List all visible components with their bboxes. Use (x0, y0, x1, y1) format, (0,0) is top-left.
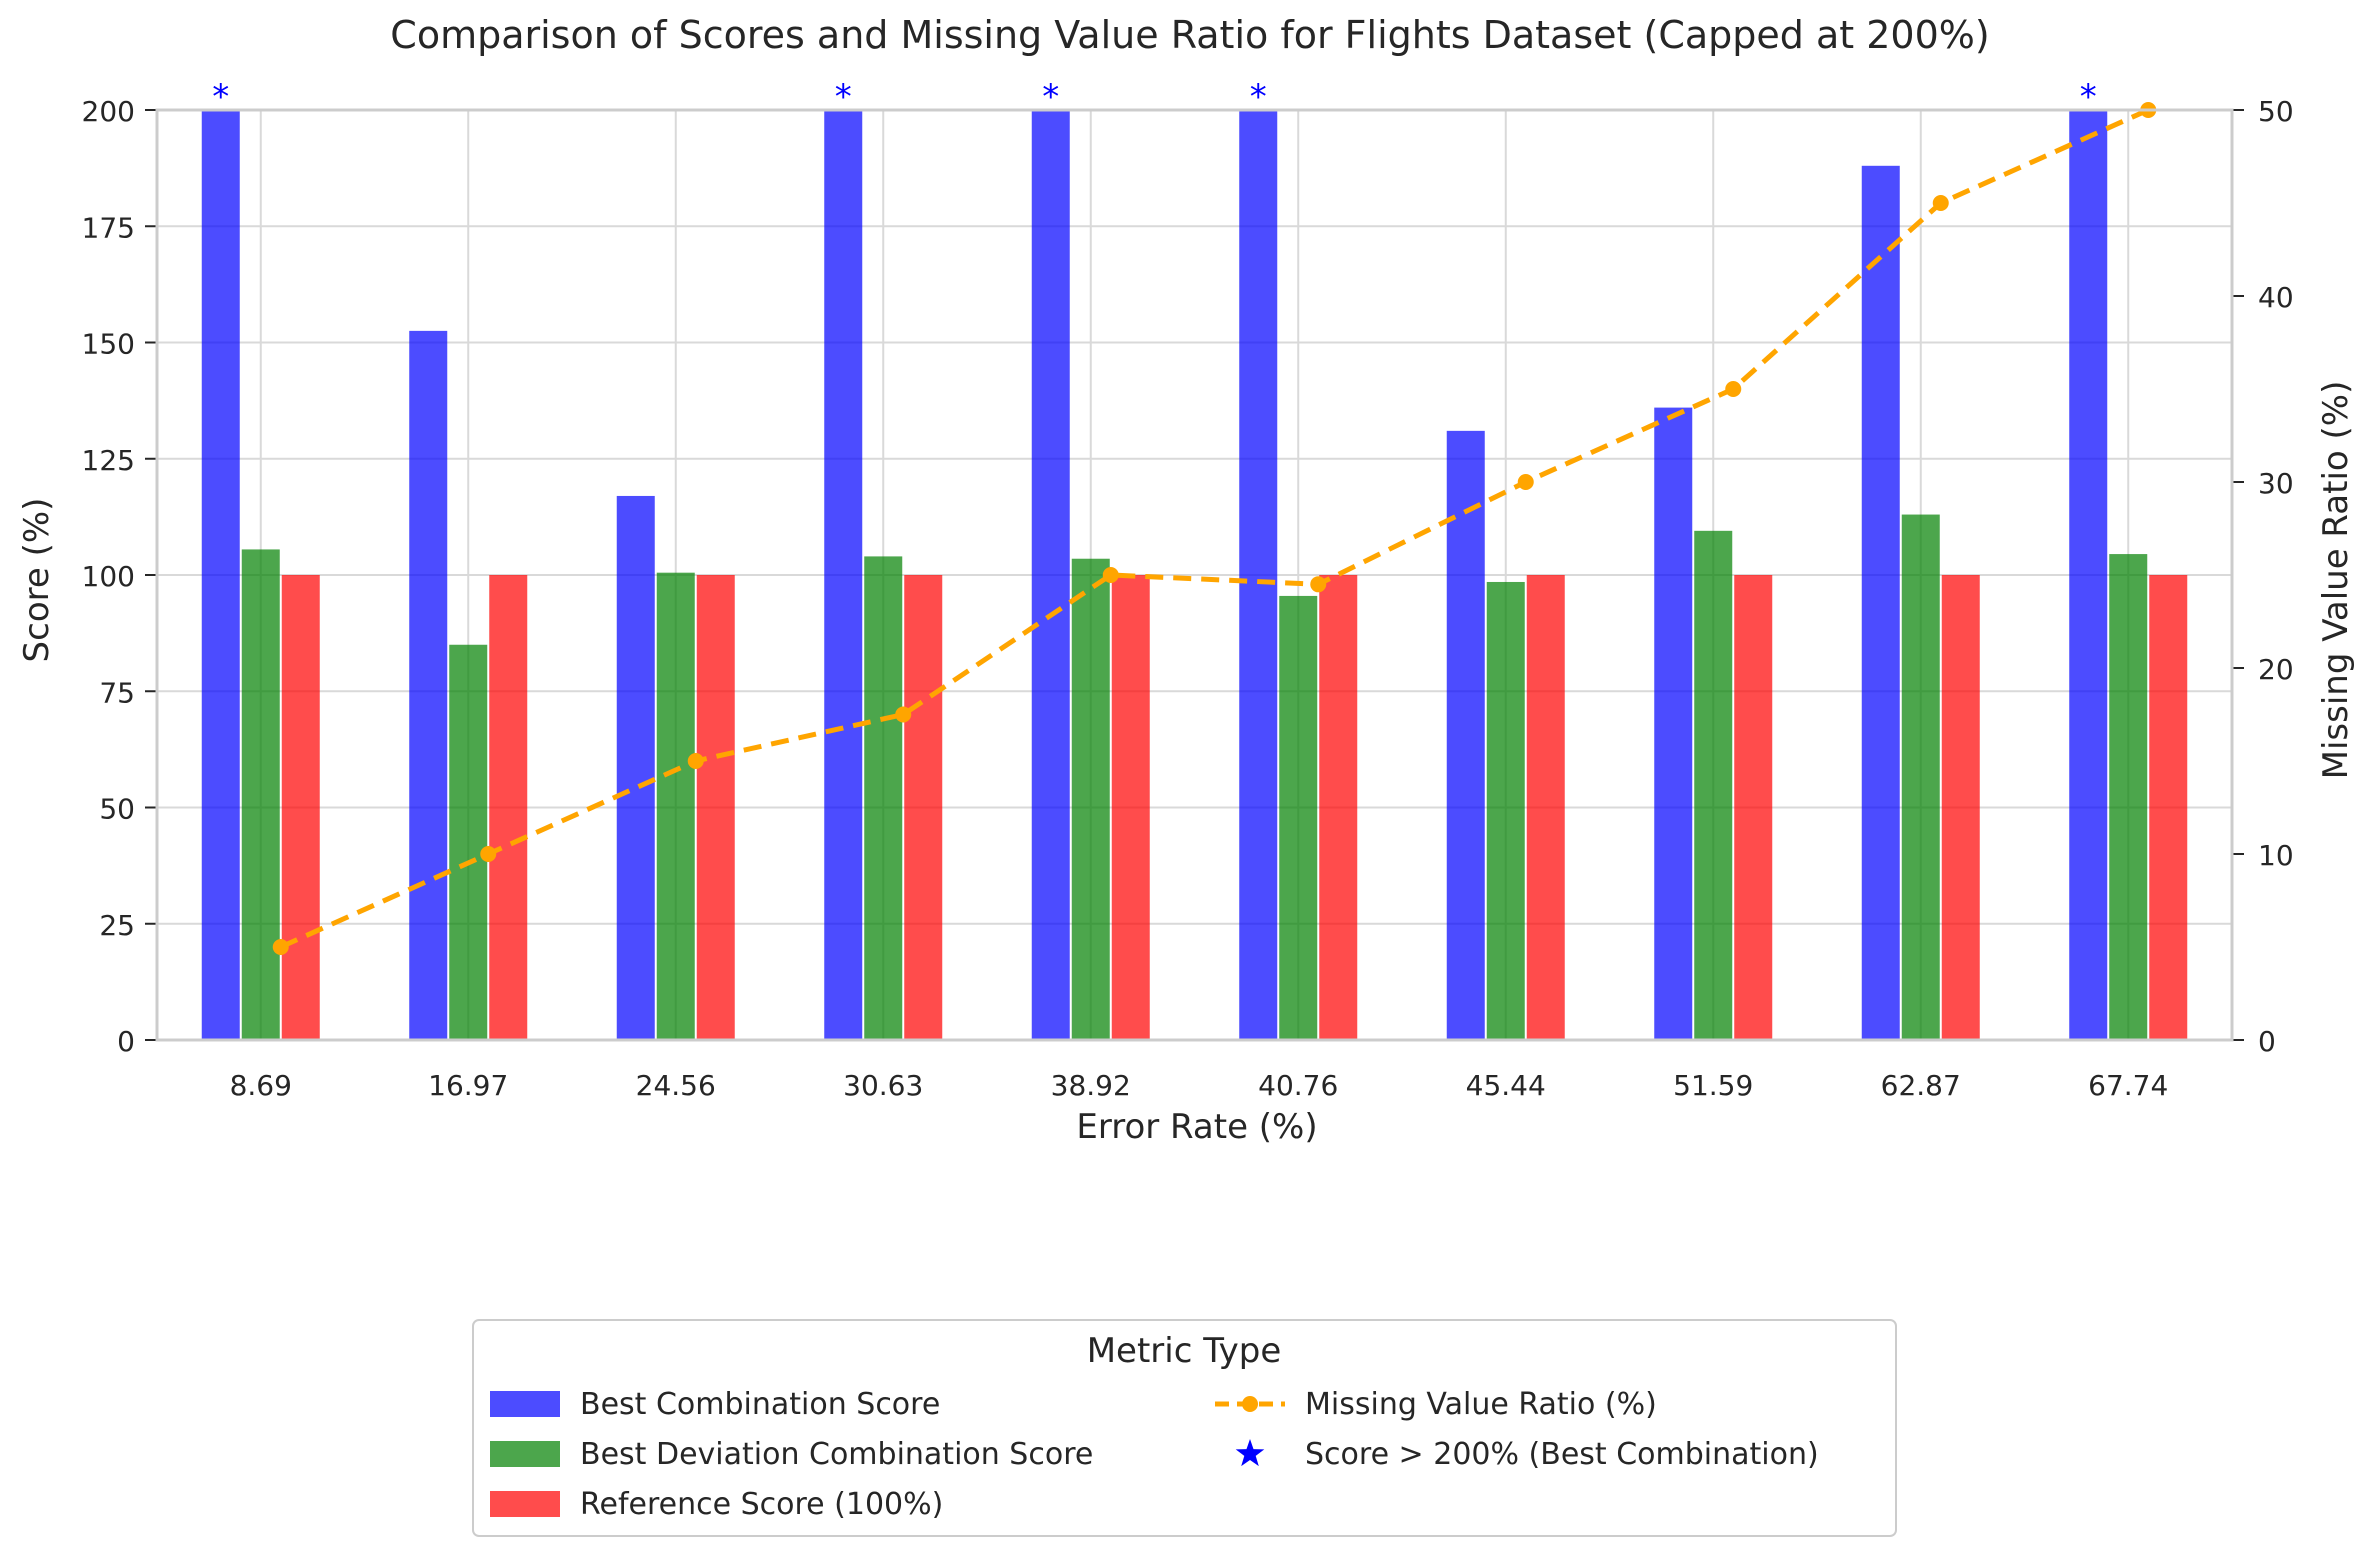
bar-best-deviation-combination-score (1071, 558, 1110, 1040)
missing-ratio-point (1932, 195, 1949, 211)
y2-tick-label: 30 (2258, 467, 2294, 500)
missing-ratio-point (480, 846, 497, 862)
y-tick-label: 100 (82, 560, 135, 593)
score-cap-star: * (1042, 77, 1059, 117)
x-axis-label: Error Rate (%) (1076, 1107, 1317, 1147)
bar-best-deviation-combination-score (1486, 581, 1525, 1040)
y-axis-label: Score (%) (17, 498, 57, 663)
bar-best-combination-score (824, 110, 863, 1040)
bar-best-combination-score (2069, 110, 2108, 1040)
bar-reference-score-100 (281, 575, 320, 1040)
legend-swatch (490, 1391, 560, 1417)
legend-label: Reference Score (100%) (580, 1487, 943, 1522)
chart-title: Comparison of Scores and Missing Value R… (390, 13, 1989, 57)
bar-best-deviation-combination-score (2109, 554, 2148, 1040)
y-tick-label: 200 (82, 95, 135, 128)
missing-ratio-line (279, 107, 2150, 950)
y2-tick-label: 10 (2258, 839, 2294, 872)
score-cap-star: * (835, 77, 852, 117)
y-tick-label: 0 (117, 1025, 135, 1058)
legend-swatch (490, 1441, 560, 1467)
bar-reference-score-100 (1111, 575, 1150, 1040)
y2-tick-label: 20 (2258, 653, 2294, 686)
bar-best-deviation-combination-score (241, 549, 280, 1040)
bar-best-combination-score (409, 330, 448, 1040)
bar-best-combination-score (616, 495, 655, 1040)
missing-ratio-point (272, 939, 289, 955)
bar-reference-score-100 (696, 575, 735, 1040)
y-tick-label: 150 (82, 328, 135, 361)
bar-best-deviation-combination-score (1279, 595, 1318, 1040)
bar-best-combination-score (1861, 165, 1900, 1041)
missing-ratio-point (1102, 567, 1119, 583)
bars-layer (201, 110, 2188, 1041)
missing-ratio-point (1517, 474, 1534, 490)
x-tick-label: 45.44 (1466, 1069, 1546, 1102)
x-tick-label: 40.76 (1258, 1069, 1338, 1102)
bar-best-combination-score (1239, 110, 1278, 1040)
bar-reference-score-100 (1941, 575, 1980, 1040)
score-cap-star: * (212, 77, 229, 117)
bar-reference-score-100 (1319, 575, 1358, 1040)
y2-tick-label: 50 (2258, 95, 2294, 128)
legend-frame (472, 1319, 1897, 1537)
star-markers-layer: * * * * * (212, 77, 2097, 117)
bar-reference-score-100 (489, 575, 528, 1040)
bar-reference-score-100 (2149, 575, 2188, 1040)
axes-layer (145, 108, 2244, 1042)
y2-tick-label: 0 (2258, 1025, 2276, 1058)
x-tick-label: 30.63 (843, 1069, 923, 1102)
bar-best-deviation-combination-score (864, 556, 903, 1040)
legend-star-swatch (1235, 1439, 1265, 1467)
x-tick-label: 67.74 (2088, 1069, 2168, 1102)
y2-axis-label: Missing Value Ratio (%) (2316, 381, 2356, 780)
missing-ratio-point (687, 753, 704, 769)
x-tick-label: 62.87 (1881, 1069, 1961, 1102)
y2-tick-label: 40 (2258, 281, 2294, 314)
legend-label: Best Combination Score (580, 1387, 940, 1422)
legend-line-marker (1242, 1396, 1258, 1412)
tick-labels-layer: 0 25 50 75 100 125 150 175 200 0 10 20 30 40 50 8.69 16.… (82, 95, 2294, 1102)
missing-ratio-point (895, 706, 912, 723)
missing-ratio-point (1725, 381, 1742, 397)
legend-label: Missing Value Ratio (%) (1305, 1387, 1657, 1422)
y-tick-label: 125 (82, 444, 135, 477)
x-tick-label: 38.92 (1051, 1069, 1131, 1102)
legend-label: Score > 200% (Best Combination) (1305, 1437, 1819, 1472)
legend-swatch (490, 1491, 560, 1517)
missing-ratio-line-layer (272, 102, 2157, 955)
bar-best-combination-score (201, 110, 240, 1040)
bar-best-combination-score (1654, 407, 1693, 1041)
bar-reference-score-100 (904, 575, 943, 1040)
bar-best-deviation-combination-score (1694, 530, 1733, 1040)
score-cap-star: * (1250, 77, 1267, 117)
plot-frame (155, 108, 2234, 1042)
x-tick-label: 24.56 (636, 1069, 716, 1102)
legend: Metric Type Best Combination Score Best D… (472, 1319, 1897, 1537)
y-tick-label: 175 (82, 211, 135, 244)
missing-ratio-point (1310, 576, 1327, 593)
bar-reference-score-100 (1526, 575, 1565, 1040)
legend-items: Best Combination Score Best Deviation Com… (490, 1387, 1819, 1522)
x-tick-label: 51.59 (1673, 1069, 1753, 1102)
bar-best-deviation-combination-score (656, 572, 695, 1040)
legend-title: Metric Type (1087, 1331, 1282, 1371)
y-tick-label: 25 (99, 909, 135, 942)
score-cap-star: * (2080, 77, 2097, 117)
bar-best-deviation-combination-score (1901, 514, 1940, 1040)
bar-reference-score-100 (1734, 575, 1773, 1040)
bar-best-combination-score (1446, 430, 1485, 1041)
bar-best-deviation-combination-score (449, 644, 488, 1040)
bar-best-combination-score (1031, 110, 1070, 1040)
legend-label: Best Deviation Combination Score (580, 1437, 1093, 1472)
x-tick-label: 8.69 (230, 1069, 292, 1102)
y-tick-label: 50 (99, 793, 135, 826)
x-tick-label: 16.97 (428, 1069, 508, 1102)
y-tick-label: 75 (99, 676, 135, 709)
